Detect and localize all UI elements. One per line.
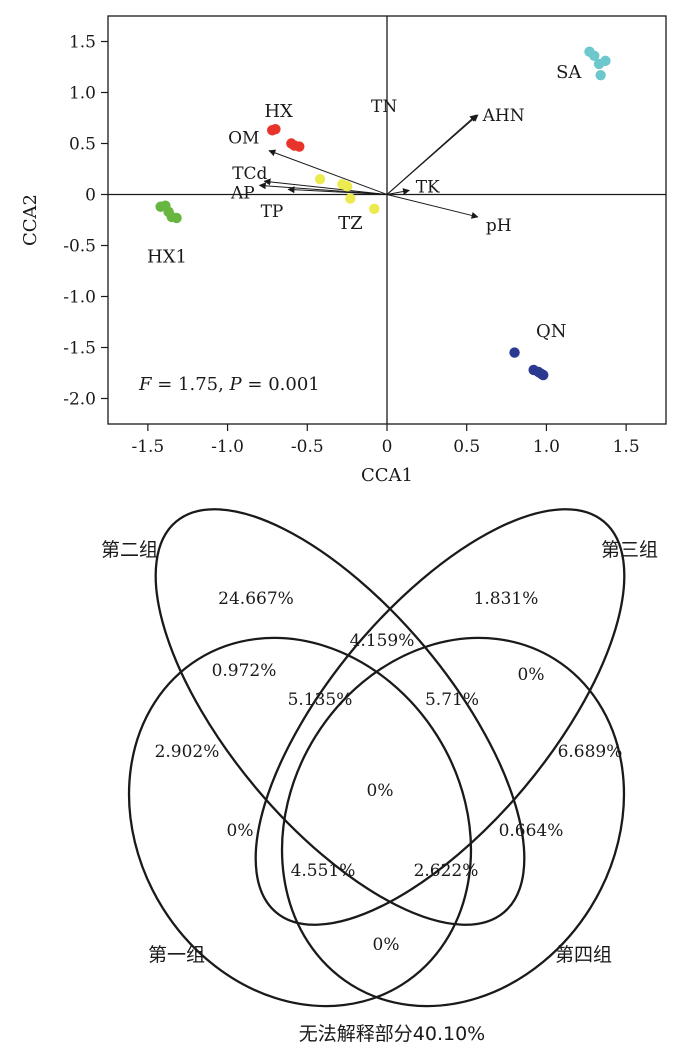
x-tick-label: 1.0 bbox=[533, 437, 560, 457]
sample-point bbox=[314, 174, 326, 185]
y-tick-label: -1.5 bbox=[63, 339, 96, 359]
y-tick-label: -0.5 bbox=[63, 237, 96, 257]
region-value: 2.622% bbox=[414, 861, 479, 881]
region-value: 4.159% bbox=[350, 631, 415, 651]
group-labels: HX HX1 SA QN TZ bbox=[147, 62, 582, 342]
vector-label: TP bbox=[261, 202, 284, 222]
vector-label: AP bbox=[230, 183, 255, 203]
set-label-group-2: 第二组 bbox=[101, 539, 158, 561]
y-tick-label: 1.0 bbox=[69, 84, 96, 104]
y-tick-label: 0.5 bbox=[69, 135, 96, 155]
group-label: SA bbox=[556, 62, 582, 83]
sample-point bbox=[341, 181, 353, 192]
vector-arrow bbox=[386, 194, 479, 219]
ellipse-group-1 bbox=[127, 636, 473, 1008]
y-tick-label: -1.0 bbox=[63, 288, 96, 308]
ellipse-group-4 bbox=[280, 636, 626, 1008]
f-value: = 1.75, bbox=[152, 374, 230, 395]
set-label-group-1: 第一组 bbox=[148, 944, 205, 966]
region-value: 0.972% bbox=[212, 661, 277, 681]
set-label-group-4: 第四组 bbox=[555, 944, 612, 966]
zero-lines bbox=[108, 16, 666, 424]
sample-point bbox=[589, 50, 600, 61]
y-tick-label: 1.5 bbox=[69, 33, 96, 53]
sample-point bbox=[538, 369, 549, 381]
vector-label: OM bbox=[228, 128, 259, 148]
vector-label: pH bbox=[486, 216, 512, 236]
cca-ticks: -1.5 -1.0 -0.5 0 0.5 1.0 1.5 1.5 1.0 0.5 0 -0.5 -1.0… bbox=[63, 33, 639, 458]
x-axis-label: CCA1 bbox=[361, 465, 413, 486]
region-value: 6.689% bbox=[558, 742, 623, 762]
region-value: 1.831% bbox=[474, 589, 539, 609]
region-value: 0% bbox=[518, 665, 545, 685]
x-tick-label: -1.5 bbox=[131, 437, 164, 457]
group-label: QN bbox=[536, 321, 567, 342]
sample-point bbox=[369, 203, 380, 214]
region-value: 2.902% bbox=[155, 742, 220, 762]
vector-label: TCd bbox=[232, 164, 267, 184]
vector-arrow bbox=[386, 188, 411, 195]
group-label: HX1 bbox=[147, 247, 187, 268]
venn-diagram: 第二组 第三组 第一组 第四组 24.667% 1.831% 4.159% 0.… bbox=[101, 508, 658, 1045]
x-tick-label: -0.5 bbox=[291, 437, 324, 457]
sample-point bbox=[294, 141, 305, 152]
f-symbol: F bbox=[138, 374, 153, 395]
region-value: 0% bbox=[227, 821, 254, 841]
set-label-group-3: 第三组 bbox=[601, 539, 658, 561]
vector-arrow bbox=[386, 114, 479, 195]
sample-point bbox=[509, 347, 520, 358]
ellipse-group-2 bbox=[154, 508, 526, 926]
region-value: 0.664% bbox=[499, 821, 564, 841]
group-label: HX bbox=[264, 101, 293, 122]
region-value: 5.135% bbox=[288, 690, 353, 710]
sample-point bbox=[270, 124, 281, 135]
y-tick-label: -2.0 bbox=[63, 390, 96, 410]
statistic-annotation: F = 1.75, P = 0.001 bbox=[138, 374, 320, 395]
sample-points bbox=[155, 46, 611, 381]
cca-biplot: -1.5 -1.0 -0.5 0 0.5 1.0 1.5 1.5 1.0 0.5 0 -0.5 -1.0… bbox=[20, 15, 667, 486]
x-tick-label: 1.5 bbox=[613, 437, 640, 457]
p-value: = 0.001 bbox=[242, 374, 320, 395]
x-tick-label: 0 bbox=[382, 437, 393, 457]
region-value: 0% bbox=[373, 935, 400, 955]
vector-arrow bbox=[268, 149, 388, 195]
sample-point bbox=[171, 212, 182, 224]
sample-point bbox=[600, 55, 611, 67]
x-tick-label: 0.5 bbox=[453, 437, 480, 457]
vector-label: TN bbox=[371, 97, 397, 117]
y-axis-label: CCA2 bbox=[20, 194, 41, 246]
region-value: 0% bbox=[367, 781, 394, 801]
unexplained-portion: 无法解释部分40.10% bbox=[299, 1023, 485, 1045]
region-value: 24.667% bbox=[218, 589, 294, 609]
vector-arrow bbox=[263, 178, 388, 195]
sample-point bbox=[345, 193, 356, 204]
group-label: TZ bbox=[338, 213, 363, 234]
ellipse-group-3 bbox=[254, 508, 626, 926]
region-value: 5.71% bbox=[425, 690, 479, 710]
vector-label: AHN bbox=[482, 106, 525, 126]
p-symbol: P bbox=[229, 374, 243, 395]
y-tick-label: 0 bbox=[85, 186, 96, 206]
vector-arrow bbox=[287, 186, 388, 195]
region-value: 4.551% bbox=[291, 861, 356, 881]
sample-point bbox=[595, 69, 606, 81]
x-tick-label: -1.0 bbox=[211, 437, 244, 457]
vector-label: TK bbox=[416, 177, 440, 197]
